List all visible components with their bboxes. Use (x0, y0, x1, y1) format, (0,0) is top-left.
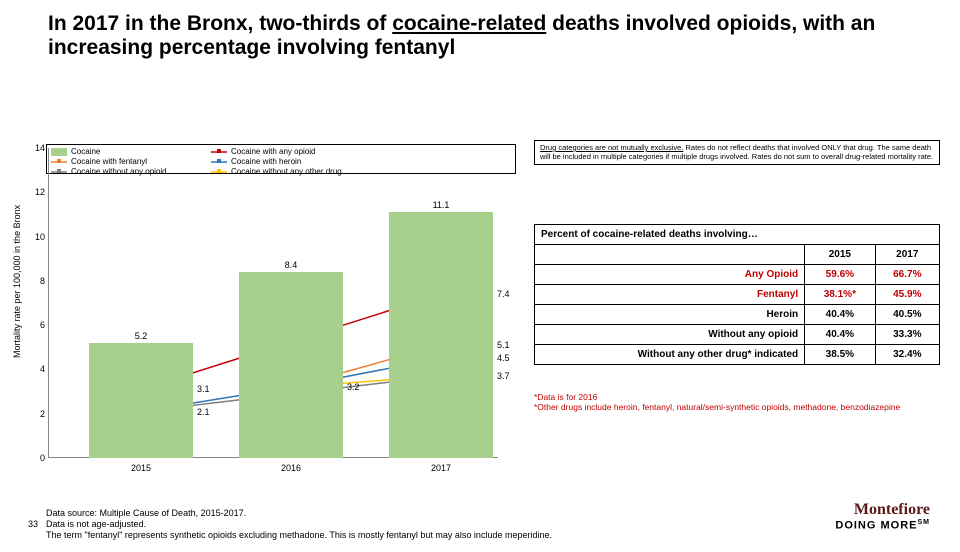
table-row: Heroin40.4%40.5% (535, 305, 940, 325)
bar (389, 212, 493, 458)
line-value-label: 5.1 (497, 340, 510, 350)
bar-value-label: 11.1 (421, 200, 461, 210)
y-tick: 10 (31, 232, 45, 242)
row-value: 40.5% (875, 305, 939, 325)
plot-area: 024681012145.220158.4201611.120173.12.13… (48, 148, 498, 458)
y-axis-label: Mortality rate per 100,000 in the Bronx (12, 205, 22, 358)
row-category: Fentanyl (535, 285, 805, 305)
row-value: 45.9% (875, 285, 939, 305)
logo-name: Montefiore (835, 501, 930, 519)
logo: Montefiore DOING MORESM (835, 501, 930, 532)
bar-value-label: 8.4 (271, 260, 311, 270)
row-category: Heroin (535, 305, 805, 325)
logo-tag: DOING MORE (835, 520, 917, 532)
col-2017: 2017 (875, 245, 939, 265)
table-row: Fentanyl38.1%*45.9% (535, 285, 940, 305)
line-value-label: 3.1 (197, 384, 210, 394)
y-tick: 14 (31, 143, 45, 153)
x-tick-label: 2016 (239, 463, 343, 473)
line-value-label: 2.1 (197, 407, 210, 417)
y-tick: 0 (31, 453, 45, 463)
page-title: In 2017 in the Bronx, two-thirds of coca… (48, 12, 908, 60)
bar (89, 343, 193, 458)
row-value: 33.3% (875, 325, 939, 345)
table-title: Percent of cocaine-related deaths involv… (535, 225, 940, 245)
footnote-red: *Data is for 2016*Other drugs include he… (534, 392, 940, 412)
line-value-label: 3.7 (497, 371, 510, 381)
row-value: 38.5% (805, 345, 875, 365)
note-box: Drug categories are not mutually exclusi… (534, 140, 940, 165)
y-tick: 12 (31, 187, 45, 197)
row-category: Without any opioid (535, 325, 805, 345)
y-tick: 8 (31, 276, 45, 286)
row-value: 38.1%* (805, 285, 875, 305)
row-value: 66.7% (875, 265, 939, 285)
line-value-label: 3.2 (347, 382, 360, 392)
row-value: 40.4% (805, 325, 875, 345)
row-category: Without any other drug* indicated (535, 345, 805, 365)
y-tick: 2 (31, 409, 45, 419)
table-row: Without any opioid40.4%33.3% (535, 325, 940, 345)
y-tick: 6 (31, 320, 45, 330)
y-tick: 4 (31, 364, 45, 374)
line-value-label: 4.5 (497, 353, 510, 363)
title-pre: In 2017 in the Bronx, two-thirds of (48, 12, 392, 35)
table-row: Any Opioid59.6%66.7% (535, 265, 940, 285)
chart: Mortality rate per 100,000 in the Bronx … (18, 148, 508, 502)
bar-value-label: 5.2 (121, 331, 161, 341)
col-2015: 2015 (805, 245, 875, 265)
row-value: 40.4% (805, 305, 875, 325)
line-value-label: 7.4 (497, 289, 510, 299)
bar (239, 272, 343, 458)
source-text: Data source: Multiple Cause of Death, 20… (46, 508, 552, 540)
x-tick-label: 2017 (389, 463, 493, 473)
row-category: Any Opioid (535, 265, 805, 285)
page-number: 33 (28, 519, 38, 529)
table-row: Without any other drug* indicated38.5%32… (535, 345, 940, 365)
title-ul: cocaine-related (392, 12, 546, 35)
x-tick-label: 2015 (89, 463, 193, 473)
row-value: 32.4% (875, 345, 939, 365)
percent-table: Percent of cocaine-related deaths involv… (534, 224, 940, 365)
row-value: 59.6% (805, 265, 875, 285)
